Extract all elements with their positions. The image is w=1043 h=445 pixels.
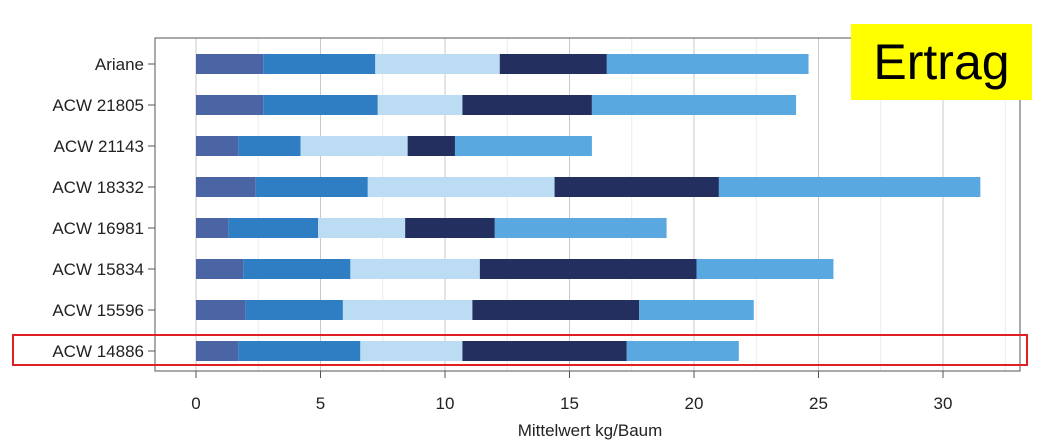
bar-segment <box>196 341 239 361</box>
bar-segment <box>367 177 555 197</box>
bar-segment <box>238 136 301 156</box>
bar-segment <box>196 136 239 156</box>
bar-segment <box>606 54 809 74</box>
bar-segment <box>196 177 256 197</box>
y-tick-label: ACW 15834 <box>52 260 144 279</box>
bar-segment <box>196 259 244 279</box>
bar-segment <box>375 54 500 74</box>
y-tick-label: ACW 15596 <box>52 301 144 320</box>
bar-segment <box>196 95 264 115</box>
bar-segment <box>454 136 592 156</box>
bar-segment <box>405 218 495 238</box>
bar-segment <box>243 259 351 279</box>
bar-segment <box>407 136 455 156</box>
bar-segment <box>479 259 697 279</box>
bar-segment <box>318 218 406 238</box>
bar-segment <box>626 341 739 361</box>
bar-segment <box>228 218 319 238</box>
bar-segment <box>196 300 246 320</box>
badge-label: Ertrag <box>873 34 1010 90</box>
bar-segment <box>245 300 343 320</box>
y-tick-label: ACW 14886 <box>52 342 144 361</box>
bar-segment <box>300 136 408 156</box>
bar-segment <box>472 300 640 320</box>
bar-segment <box>238 341 361 361</box>
bar-segment <box>350 259 480 279</box>
bar-segment <box>255 177 368 197</box>
bar-segment <box>554 177 719 197</box>
ertrag-badge: Ertrag <box>851 24 1032 100</box>
bar-segment <box>342 300 473 320</box>
bar-segment <box>462 95 592 115</box>
bar-segment <box>494 218 667 238</box>
x-axis: 0 5 10 15 20 25 30 <box>191 371 952 413</box>
bar-segment <box>462 341 627 361</box>
y-tick-label: ACW 16981 <box>52 219 144 238</box>
y-tick-label: ACW 18332 <box>52 178 144 197</box>
plot-frame <box>154 37 1021 372</box>
x-tick-label: 25 <box>809 394 828 413</box>
y-tick-label: ACW 21143 <box>54 137 144 156</box>
bar-segment <box>360 341 463 361</box>
y-tick-label: ACW 21805 <box>52 96 144 115</box>
x-tick-label: 20 <box>685 394 704 413</box>
y-tick-label: Ariane <box>95 55 144 74</box>
bar-segment <box>499 54 607 74</box>
bar-segment <box>718 177 981 197</box>
bars-group <box>196 54 981 361</box>
bar-segment <box>196 54 264 74</box>
bar-segment <box>639 300 754 320</box>
x-tick-label: 30 <box>934 394 953 413</box>
x-tick-label: 5 <box>316 394 325 413</box>
bar-segment <box>263 95 378 115</box>
x-axis-title: Mittelwert kg/Baum <box>518 421 663 440</box>
y-axis: Ariane ACW 21805 ACW 21143 ACW 18332 ACW 169… <box>52 55 155 361</box>
x-tick-label: 0 <box>191 394 200 413</box>
bar-segment <box>591 95 797 115</box>
bar-segment <box>696 259 834 279</box>
x-tick-label: 15 <box>560 394 579 413</box>
x-tick-label: 10 <box>436 394 455 413</box>
bar-segment <box>196 218 229 238</box>
bar-segment <box>377 95 463 115</box>
bar-segment <box>263 54 376 74</box>
